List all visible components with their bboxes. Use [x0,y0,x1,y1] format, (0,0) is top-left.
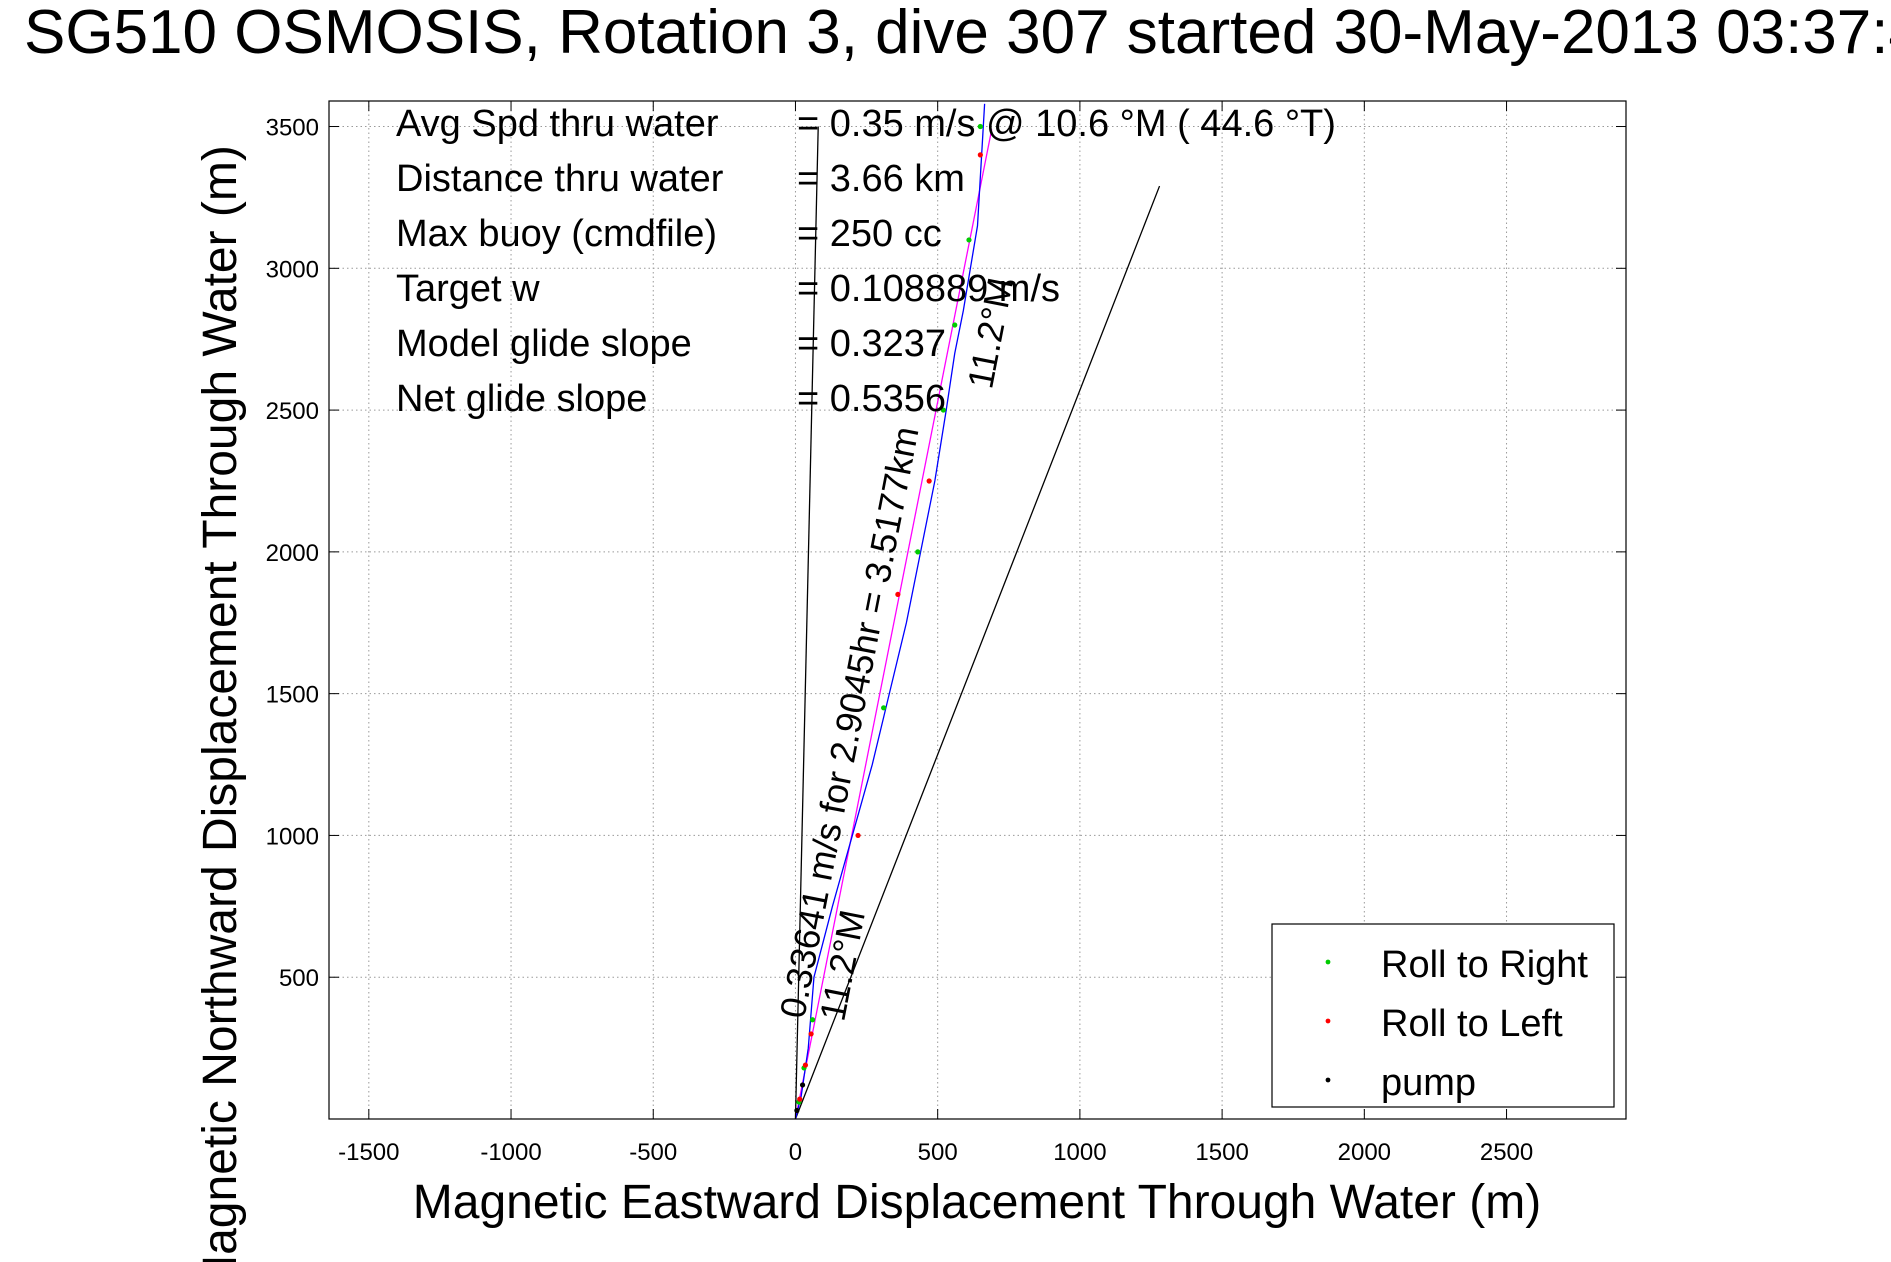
data-point [802,1062,809,1068]
y-axis-ticks: 500 1000 1500 2000 2500 3000 3500 [266,115,1626,992]
data-point [915,549,921,555]
data-point [952,322,958,328]
y-tick-label: 500 [279,965,319,992]
x-tick-label: -500 [629,1139,677,1166]
info-label: Model glide slope [396,323,692,365]
data-series [794,103,986,1119]
legend-label: Roll to Left [1381,1003,1563,1045]
x-tick-label: 2500 [1480,1139,1533,1166]
info-label: Avg Spd thru water [396,103,719,145]
series-roll-to-right [796,123,983,1105]
info-label: Max buoy (cmdfile) [396,213,717,255]
data-point [940,407,946,413]
heading-line [794,129,993,1119]
info-value: = 0.108889 m/s [797,268,1060,310]
x-tick-label: 0 [789,1139,802,1166]
y-tick-label: 3500 [266,115,319,142]
data-point [855,832,861,839]
legend-marker [1325,959,1331,965]
y-axis-label: Magnetic Northward Displacement Through … [194,145,247,1262]
data-point [977,152,983,158]
legend-marker [1325,1018,1331,1024]
data-point [977,123,983,130]
chart-title: SG510 OSMOSIS, Rotation 3, dive 307 star… [24,0,1891,67]
track-line [794,103,986,1119]
x-axis-ticks: -1500 -1000 -500 0 500 1000 1500 2000 2500 [338,101,1533,1166]
info-value: = 3.66 km [797,158,965,200]
series-track [794,103,986,1119]
x-tick-label: -1000 [480,1139,541,1166]
info-value: = 0.5356 [797,378,946,420]
line-to-east [794,185,1161,1119]
info-value: = 250 cc [797,213,942,255]
info-label: Distance thru water [396,158,724,200]
data-point [809,1017,816,1023]
y-tick-label: 2000 [266,540,319,567]
x-tick-label: 500 [918,1139,958,1166]
data-point [895,591,901,598]
x-tick-label: 2000 [1338,1139,1391,1166]
y-tick-label: 1500 [266,682,319,709]
info-box: Avg Spd thru water = 0.35 m/s @ 10.6 °M (… [396,103,1336,420]
x-tick-label: 1500 [1195,1139,1248,1166]
y-tick-label: 2500 [266,398,319,425]
data-point [808,1031,814,1037]
data-point [797,1096,803,1102]
info-label: Target w [396,268,540,310]
legend-box [1271,923,1615,1108]
reference-lines [794,126,1161,1119]
x-axis-label: Magnetic Eastward Displacement Through W… [413,1176,1541,1229]
data-point [966,237,972,243]
info-label: Net glide slope [396,378,647,420]
x-tick-label: 1000 [1053,1139,1106,1166]
line-to-north [794,126,819,1119]
data-point [799,1082,806,1088]
y-tick-label: 1000 [266,823,319,850]
legend-marker [1325,1077,1331,1083]
grid-lines [329,101,1626,1119]
y-tick-label: 3000 [266,256,319,283]
data-point [926,478,932,484]
x-tick-label: -1500 [338,1139,399,1166]
series-roll-to-left [797,152,983,1102]
info-value: = 0.35 m/s @ 10.6 °M ( 44.6 °T) [797,103,1336,145]
data-point [881,705,887,711]
info-value: = 0.3237 [797,323,946,365]
legend-label: pump [1381,1062,1476,1104]
plot-frame [328,100,1627,1120]
legend-label: Roll to Right [1381,944,1588,986]
legend: Roll to Right Roll to Left pump [1271,923,1615,1108]
